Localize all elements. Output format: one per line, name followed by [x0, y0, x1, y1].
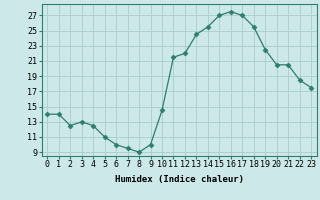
- X-axis label: Humidex (Indice chaleur): Humidex (Indice chaleur): [115, 175, 244, 184]
